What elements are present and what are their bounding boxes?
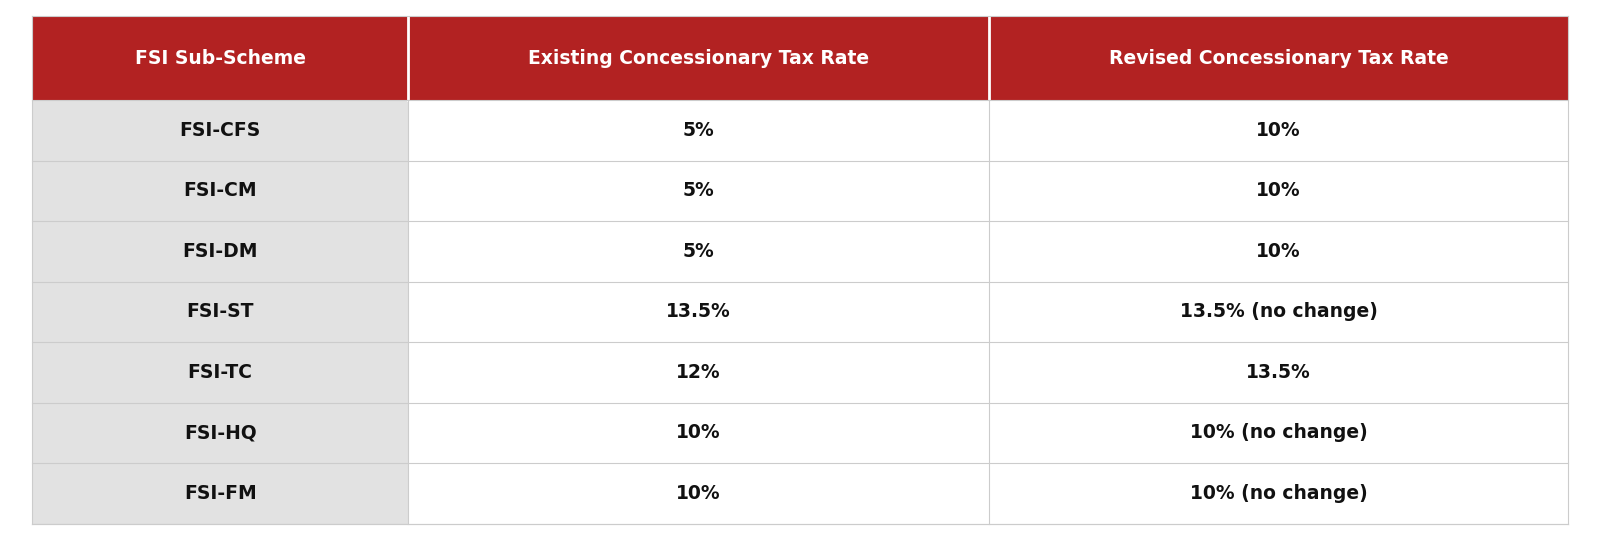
Bar: [989, 281, 1568, 342]
Bar: [989, 100, 1568, 160]
Text: 5%: 5%: [683, 242, 715, 261]
Text: FSI-TC: FSI-TC: [187, 363, 253, 382]
Bar: [408, 463, 989, 524]
Bar: [32, 463, 408, 524]
Bar: [989, 463, 1568, 524]
Text: 13.5% (no change): 13.5% (no change): [1179, 302, 1378, 321]
Text: 12%: 12%: [677, 363, 722, 382]
Bar: [32, 221, 408, 281]
Text: FSI Sub-Scheme: FSI Sub-Scheme: [134, 49, 306, 68]
Text: FSI-HQ: FSI-HQ: [184, 423, 256, 442]
Bar: [408, 281, 989, 342]
Bar: [32, 403, 408, 463]
Text: Revised Concessionary Tax Rate: Revised Concessionary Tax Rate: [1109, 49, 1448, 68]
Text: 10% (no change): 10% (no change): [1189, 423, 1368, 442]
Bar: [32, 160, 408, 221]
Bar: [408, 221, 989, 281]
Bar: [989, 221, 1568, 281]
Bar: [989, 160, 1568, 221]
Bar: [32, 100, 408, 160]
Bar: [989, 403, 1568, 463]
Text: 13.5%: 13.5%: [666, 302, 731, 321]
Text: FSI-ST: FSI-ST: [187, 302, 254, 321]
Bar: [989, 342, 1568, 403]
Bar: [408, 403, 989, 463]
Bar: [408, 100, 989, 160]
Text: FSI-FM: FSI-FM: [184, 484, 256, 503]
Text: 10%: 10%: [1256, 181, 1301, 200]
Bar: [408, 160, 989, 221]
Text: 10%: 10%: [1256, 121, 1301, 140]
Text: 10% (no change): 10% (no change): [1189, 484, 1368, 503]
Bar: [32, 16, 408, 100]
Text: FSI-CFS: FSI-CFS: [179, 121, 261, 140]
Text: 10%: 10%: [1256, 242, 1301, 261]
Text: Existing Concessionary Tax Rate: Existing Concessionary Tax Rate: [528, 49, 869, 68]
Text: 5%: 5%: [683, 121, 715, 140]
Bar: [408, 342, 989, 403]
Bar: [32, 342, 408, 403]
Bar: [989, 16, 1568, 100]
Text: 10%: 10%: [677, 484, 722, 503]
Text: FSI-DM: FSI-DM: [182, 242, 258, 261]
Text: FSI-CM: FSI-CM: [184, 181, 258, 200]
Text: 5%: 5%: [683, 181, 715, 200]
Text: 10%: 10%: [677, 423, 722, 442]
Bar: [32, 281, 408, 342]
Bar: [408, 16, 989, 100]
Text: 13.5%: 13.5%: [1246, 363, 1310, 382]
